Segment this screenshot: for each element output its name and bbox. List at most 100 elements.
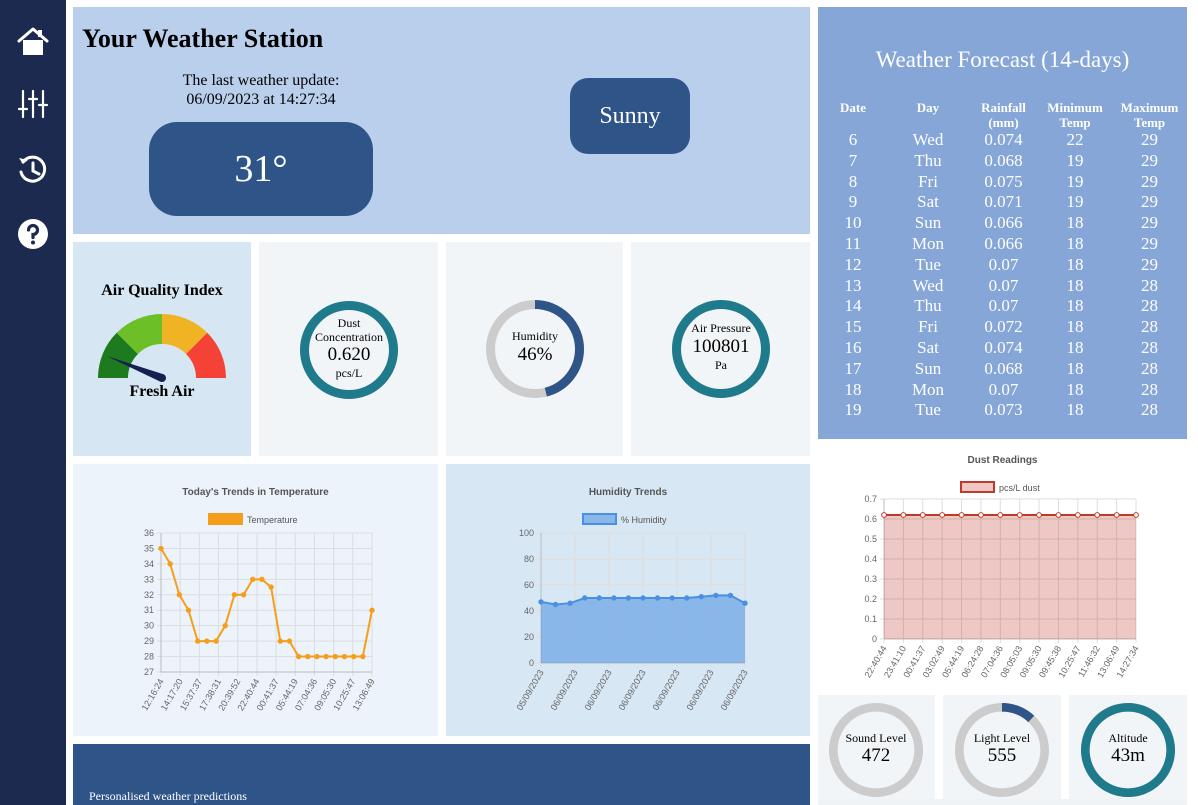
y-tick-label: 0.1: [864, 614, 877, 624]
page-title: Your Weather Station: [82, 24, 324, 53]
data-point: [881, 512, 887, 518]
ring-progress: [672, 300, 770, 398]
dust-chart-title: Dust Readings: [967, 455, 1038, 466]
altitude-label: Altitude: [1108, 731, 1148, 745]
predictions-label: Personalised weather predictions: [89, 789, 247, 803]
pressure-card: Air Pressure 100801 Pa: [631, 242, 810, 456]
forecast-cell-max-temp: 28: [1141, 296, 1158, 316]
legend-swatch: [960, 481, 995, 493]
data-point: [654, 595, 661, 601]
data-point: [538, 599, 544, 605]
forecast-cell-date: 16: [844, 337, 862, 357]
light-value: 555: [987, 745, 1017, 766]
dust-card: Dust Concentration 0.620 pcs/L: [259, 242, 438, 456]
y-tick-label: 27: [144, 667, 154, 677]
data-point: [314, 653, 320, 660]
forecast-cell-min-temp: 18: [1066, 296, 1084, 316]
y-tick-label: 33: [144, 574, 154, 584]
forecast-cell-day: Wed: [912, 130, 944, 149]
y-tick-label: 32: [144, 590, 154, 600]
pressure-label: Air Pressure: [691, 321, 751, 335]
data-point: [939, 512, 946, 518]
humidity-ring: [486, 300, 584, 398]
y-tick-label: 40: [524, 606, 534, 616]
forecast-cell-min-temp: 18: [1066, 358, 1084, 378]
help-icon[interactable]: [17, 218, 49, 250]
aqi-segment: [162, 314, 208, 354]
col-day: Day: [916, 100, 940, 115]
ring-progress: [300, 301, 398, 399]
data-point: [286, 638, 293, 644]
forecast-cell-max-temp: 28: [1141, 358, 1158, 378]
forecast-cell-min-temp: 18: [1066, 379, 1084, 399]
data-point: [1016, 512, 1023, 518]
aqi-segment: [116, 314, 162, 354]
forecast-cell-day: Thu: [914, 150, 942, 170]
home-icon[interactable]: [17, 26, 49, 58]
last-update: The last weather update: 06/09/2023 at 1…: [161, 71, 361, 109]
data-point: [727, 592, 734, 599]
forecast-cell-max-temp: 28: [1141, 317, 1158, 337]
forecast-cell-max-temp: 29: [1141, 150, 1158, 170]
y-tick-label: 0.3: [864, 574, 877, 584]
aqi-gauge: [98, 314, 226, 382]
forecast-cell-rainfall: 0.073: [984, 400, 1023, 420]
series-line: [160, 547, 373, 658]
data-point: [1113, 512, 1120, 518]
pressure-ring: [672, 300, 770, 398]
series-area: [884, 515, 1136, 639]
forecast-cell-rainfall: 0.074: [984, 337, 1023, 357]
data-point: [360, 653, 366, 660]
pressure-unit: Pa: [715, 358, 727, 372]
forecast-row: 14 Thu 0.07 18 28: [820, 296, 1186, 317]
forecast-cell-date: 18: [844, 379, 862, 399]
aqi-needle-hub: [158, 374, 166, 382]
forecast-cell-min-temp: 22: [1066, 130, 1084, 149]
forecast-row: 9 Sat 0.071 19 29: [820, 192, 1186, 213]
data-point: [684, 595, 690, 601]
legend-swatch: [208, 513, 243, 525]
y-tick-label: 80: [524, 554, 534, 564]
sliders-icon[interactable]: [17, 88, 49, 120]
light-card: Light Level 555: [943, 695, 1061, 799]
dust-ring: [300, 301, 398, 399]
forecast-cell-rainfall: 0.07: [988, 379, 1019, 399]
forecast-row: 13 Wed 0.07 18 28: [820, 276, 1186, 297]
history-icon[interactable]: [17, 154, 49, 186]
data-point: [567, 600, 573, 606]
aqi-segment: [186, 332, 226, 378]
humidity-chart-title: Humidity Trends: [588, 487, 668, 498]
y-tick-label: 100: [519, 528, 534, 538]
data-point: [919, 512, 926, 518]
y-tick-label: 0.5: [864, 534, 877, 544]
y-tick-label: 0.6: [864, 514, 877, 524]
air-quality-card: Air Quality Index Fresh Air: [73, 242, 251, 456]
forecast-row: 15 Fri 0.072 18 28: [820, 317, 1186, 338]
forecast-row: 17 Sun 0.068 18 28: [820, 359, 1186, 380]
forecast-row: 8 Fri 0.075 19 29: [820, 172, 1186, 193]
forecast-cell-day: Wed: [912, 275, 944, 295]
light-label: Light Level: [973, 731, 1031, 745]
data-point: [332, 653, 339, 660]
forecast-cell-date: 19: [844, 400, 862, 420]
forecast-cell-date: 11: [844, 233, 862, 253]
forecast-cell-date: 9: [848, 192, 858, 212]
forecast-cell-min-temp: 18: [1066, 233, 1084, 253]
ring-progress: [486, 300, 584, 398]
y-tick-label: 28: [144, 652, 154, 662]
forecast-cell-min-temp: 19: [1066, 192, 1084, 212]
data-point: [305, 653, 311, 660]
y-tick-label: 31: [144, 605, 154, 615]
current-temperature: 31°: [149, 122, 373, 216]
forecast-cell-min-temp: 18: [1066, 337, 1084, 357]
forecast-cell-date: 13: [844, 275, 862, 295]
forecast-row: 12 Tue 0.07 18 29: [820, 255, 1186, 276]
dust-label: Dust: [337, 316, 361, 330]
data-point: [669, 595, 675, 601]
forecast-cell-rainfall: 0.07: [988, 254, 1019, 274]
forecast-cell-rainfall: 0.07: [988, 275, 1019, 295]
y-tick-label: 29: [144, 636, 154, 646]
x-tick-label: 06/09/2023: [685, 668, 716, 712]
forecast-row: 10 Sun 0.066 18 29: [820, 213, 1186, 234]
dust-chart: 00.10.20.30.40.50.60.722:40:4423:41:1000…: [863, 481, 1141, 679]
